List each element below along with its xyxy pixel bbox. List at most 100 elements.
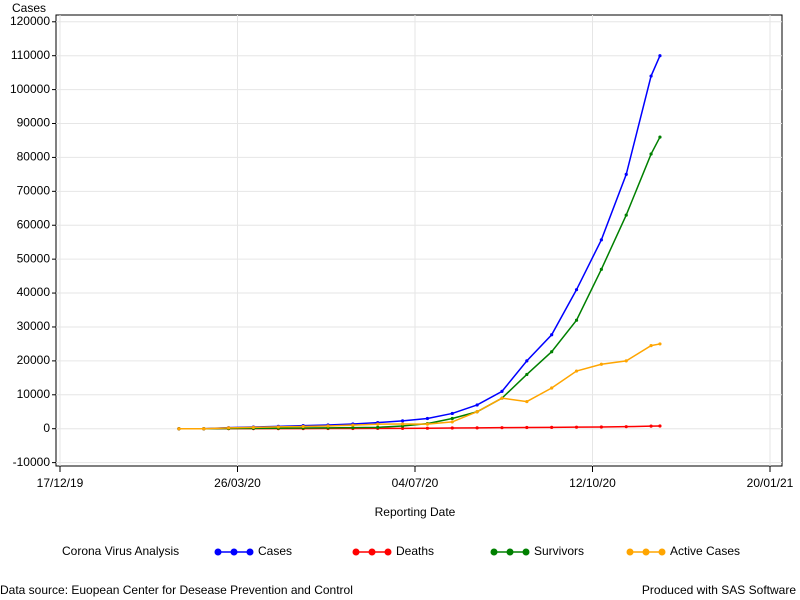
y-tick-label: 60000 xyxy=(17,217,51,231)
point xyxy=(624,213,628,217)
point xyxy=(658,342,662,346)
point xyxy=(658,54,662,58)
point xyxy=(475,410,479,414)
legend-marker xyxy=(522,548,530,556)
legend-marker xyxy=(368,548,376,556)
point xyxy=(649,74,653,78)
point xyxy=(624,172,628,176)
point xyxy=(400,426,405,430)
y-axis-label: Cases xyxy=(12,1,46,15)
point xyxy=(649,152,653,156)
point xyxy=(550,350,554,354)
point xyxy=(649,344,653,348)
point xyxy=(376,425,380,429)
legend-title: Corona Virus Analysis xyxy=(62,544,179,558)
point xyxy=(450,411,454,416)
legend-marker xyxy=(230,548,238,556)
legend-marker xyxy=(642,548,650,556)
point xyxy=(574,318,579,322)
y-tick-label: 30000 xyxy=(17,319,51,333)
point xyxy=(525,359,529,363)
legend-marker xyxy=(658,548,666,556)
point xyxy=(525,399,529,404)
legend-marker xyxy=(214,548,222,556)
series-line xyxy=(178,343,661,430)
legend-marker xyxy=(246,548,254,556)
y-tick-label: 80000 xyxy=(17,150,51,164)
y-tick-label: -10000 xyxy=(13,455,51,469)
series-line xyxy=(178,136,661,430)
footnote: Data source: Euopean Center for Desease … xyxy=(0,583,353,597)
plot-frame xyxy=(55,14,783,467)
point xyxy=(525,372,529,377)
point xyxy=(500,426,504,430)
legend-marker xyxy=(384,548,392,556)
x-tick-label: 20/01/21 xyxy=(747,476,794,490)
y-tick-label: 0 xyxy=(43,421,50,435)
point xyxy=(574,425,579,429)
y-tick-label: 120000 xyxy=(10,14,50,28)
point xyxy=(658,424,662,428)
point xyxy=(425,426,430,430)
point xyxy=(227,426,231,430)
y-tick-label: 90000 xyxy=(17,116,51,130)
x-tick-label: 17/12/19 xyxy=(37,476,84,490)
y-tick-label: 40000 xyxy=(17,285,51,299)
point xyxy=(525,425,529,430)
y-tick-label: 50000 xyxy=(17,251,51,265)
legend-label: Deaths xyxy=(396,544,434,558)
point xyxy=(326,424,330,428)
point xyxy=(574,288,579,292)
y-tick-label: 20000 xyxy=(17,353,51,367)
point xyxy=(425,416,430,421)
legend-label: Survivors xyxy=(534,544,584,558)
footnote: Produced with SAS Software xyxy=(642,583,796,597)
point xyxy=(624,425,628,429)
point xyxy=(550,386,554,390)
x-tick-label: 04/07/20 xyxy=(392,476,439,490)
point xyxy=(400,419,405,423)
y-tick-label: 110000 xyxy=(11,48,50,62)
legend-label: Active Cases xyxy=(670,544,740,558)
legend-marker xyxy=(506,548,514,556)
point xyxy=(475,426,479,430)
point xyxy=(500,389,504,393)
point xyxy=(376,422,380,426)
x-tick-label: 26/03/20 xyxy=(214,476,261,490)
point xyxy=(550,425,554,429)
point xyxy=(550,333,554,337)
point xyxy=(251,425,256,430)
point xyxy=(599,425,603,429)
point xyxy=(202,427,206,431)
point xyxy=(500,396,504,400)
point xyxy=(450,426,454,430)
point xyxy=(351,426,355,430)
y-tick-label: 70000 xyxy=(17,184,51,198)
point xyxy=(624,359,628,363)
point xyxy=(450,416,454,421)
point xyxy=(649,424,653,428)
point xyxy=(574,369,579,373)
legend-label: Cases xyxy=(258,544,292,558)
point xyxy=(599,362,603,366)
y-tick-label: 100000 xyxy=(10,82,50,96)
legend-marker xyxy=(490,548,498,556)
point xyxy=(301,424,305,429)
point xyxy=(351,423,355,427)
point xyxy=(475,403,479,407)
legend-marker xyxy=(352,548,360,556)
series-line xyxy=(178,55,661,430)
x-tick-label: 12/10/20 xyxy=(569,476,616,490)
point xyxy=(425,422,430,426)
legend-marker xyxy=(626,548,634,556)
point xyxy=(276,425,280,429)
point xyxy=(658,135,662,139)
point xyxy=(599,267,603,271)
point xyxy=(177,427,181,431)
y-tick-label: 10000 xyxy=(17,387,51,401)
point xyxy=(400,422,405,426)
point xyxy=(599,238,603,242)
point xyxy=(450,420,454,424)
